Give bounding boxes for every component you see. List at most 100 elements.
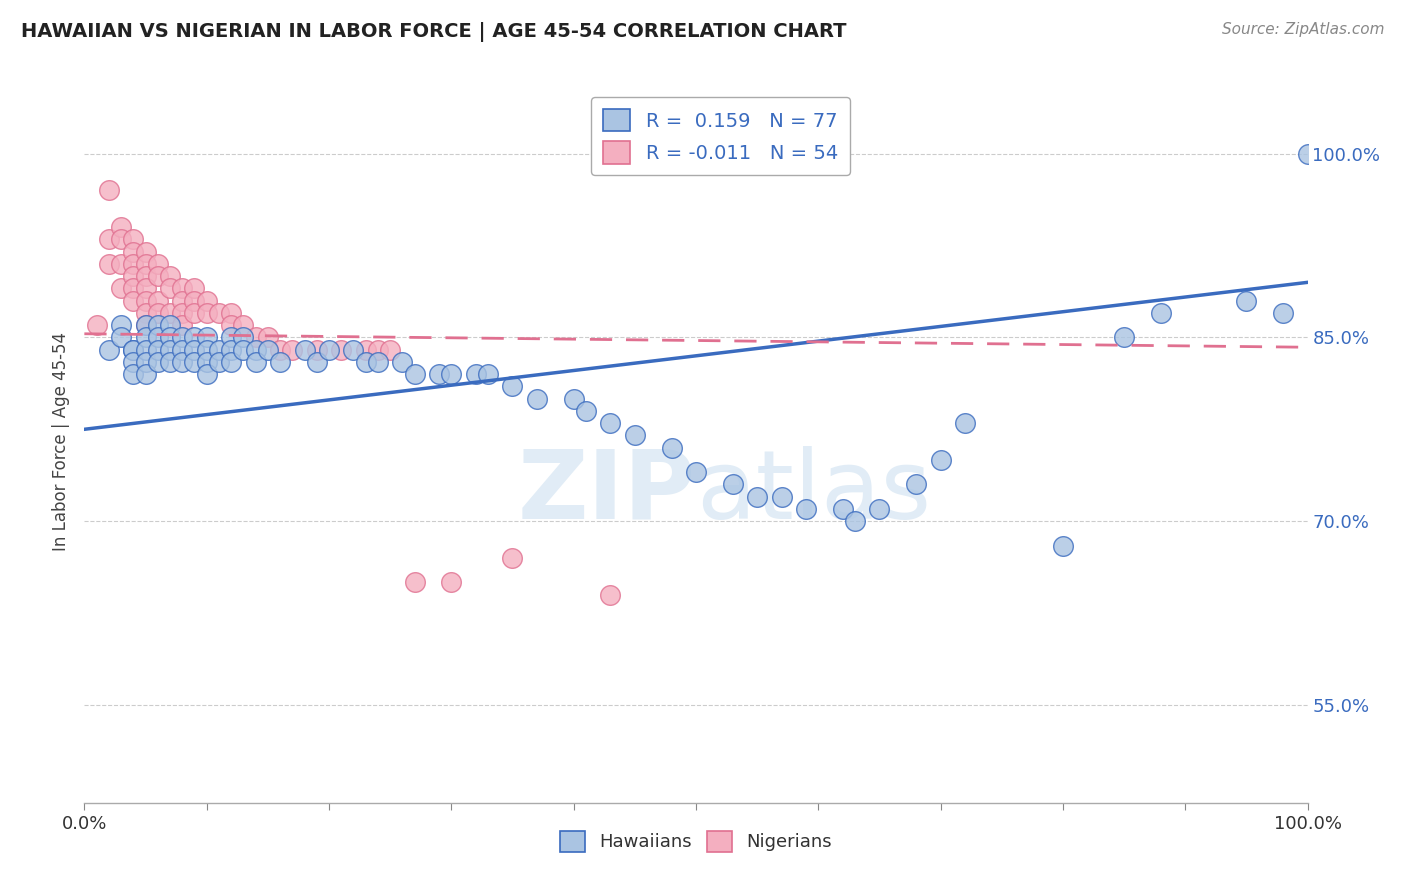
- Point: [269, 355, 291, 369]
- Point: [440, 367, 463, 381]
- Point: [599, 416, 621, 430]
- Point: [146, 269, 169, 284]
- Point: [905, 477, 928, 491]
- Point: [404, 367, 426, 381]
- Point: [367, 355, 389, 369]
- Text: Source: ZipAtlas.com: Source: ZipAtlas.com: [1222, 22, 1385, 37]
- Point: [159, 318, 181, 333]
- Point: [183, 306, 205, 320]
- Point: [219, 343, 242, 357]
- Point: [159, 269, 181, 284]
- Point: [97, 184, 120, 198]
- Point: [219, 355, 242, 369]
- Point: [146, 343, 169, 357]
- Point: [122, 269, 145, 284]
- Point: [135, 367, 157, 381]
- Point: [281, 343, 304, 357]
- Point: [294, 343, 316, 357]
- Point: [1272, 306, 1295, 320]
- Point: [183, 330, 205, 344]
- Point: [257, 330, 280, 344]
- Point: [208, 355, 231, 369]
- Point: [172, 306, 194, 320]
- Point: [844, 514, 866, 528]
- Point: [110, 281, 132, 295]
- Point: [661, 441, 683, 455]
- Point: [146, 306, 169, 320]
- Point: [122, 232, 145, 246]
- Point: [183, 281, 205, 295]
- Point: [354, 343, 377, 357]
- Point: [172, 281, 194, 295]
- Point: [1052, 539, 1074, 553]
- Point: [135, 318, 157, 333]
- Point: [172, 343, 194, 357]
- Point: [1114, 330, 1136, 344]
- Text: HAWAIIAN VS NIGERIAN IN LABOR FORCE | AGE 45-54 CORRELATION CHART: HAWAIIAN VS NIGERIAN IN LABOR FORCE | AG…: [21, 22, 846, 42]
- Point: [146, 355, 169, 369]
- Point: [562, 392, 585, 406]
- Point: [146, 293, 169, 308]
- Point: [367, 343, 389, 357]
- Point: [135, 343, 157, 357]
- Point: [122, 293, 145, 308]
- Point: [122, 355, 145, 369]
- Point: [305, 343, 328, 357]
- Point: [195, 293, 218, 308]
- Point: [502, 550, 524, 565]
- Point: [122, 343, 145, 357]
- Point: [245, 355, 267, 369]
- Point: [526, 392, 548, 406]
- Point: [953, 416, 976, 430]
- Point: [135, 281, 157, 295]
- Point: [146, 330, 169, 344]
- Point: [172, 293, 194, 308]
- Point: [770, 490, 793, 504]
- Point: [464, 367, 486, 381]
- Point: [195, 306, 218, 320]
- Point: [342, 343, 364, 357]
- Point: [380, 343, 402, 357]
- Point: [195, 330, 218, 344]
- Point: [135, 330, 157, 344]
- Point: [477, 367, 499, 381]
- Point: [110, 257, 132, 271]
- Point: [257, 343, 280, 357]
- Point: [232, 343, 254, 357]
- Point: [86, 318, 108, 333]
- Point: [159, 281, 181, 295]
- Point: [929, 453, 952, 467]
- Point: [1150, 306, 1173, 320]
- Point: [195, 367, 218, 381]
- Point: [208, 343, 231, 357]
- Point: [232, 330, 254, 344]
- Point: [110, 318, 132, 333]
- Point: [208, 306, 231, 320]
- Point: [794, 502, 817, 516]
- Y-axis label: In Labor Force | Age 45-54: In Labor Force | Age 45-54: [52, 332, 70, 551]
- Point: [110, 220, 132, 235]
- Point: [269, 343, 291, 357]
- Point: [122, 281, 145, 295]
- Point: [747, 490, 769, 504]
- Point: [831, 502, 853, 516]
- Point: [97, 257, 120, 271]
- Point: [135, 355, 157, 369]
- Point: [135, 293, 157, 308]
- Point: [599, 588, 621, 602]
- Point: [159, 306, 181, 320]
- Point: [354, 355, 377, 369]
- Point: [219, 330, 242, 344]
- Point: [305, 355, 328, 369]
- Point: [122, 244, 145, 259]
- Point: [135, 306, 157, 320]
- Point: [624, 428, 647, 442]
- Point: [183, 343, 205, 357]
- Point: [97, 343, 120, 357]
- Point: [183, 355, 205, 369]
- Point: [110, 232, 132, 246]
- Point: [404, 575, 426, 590]
- Text: atlas: atlas: [696, 446, 931, 539]
- Point: [97, 232, 120, 246]
- Point: [172, 318, 194, 333]
